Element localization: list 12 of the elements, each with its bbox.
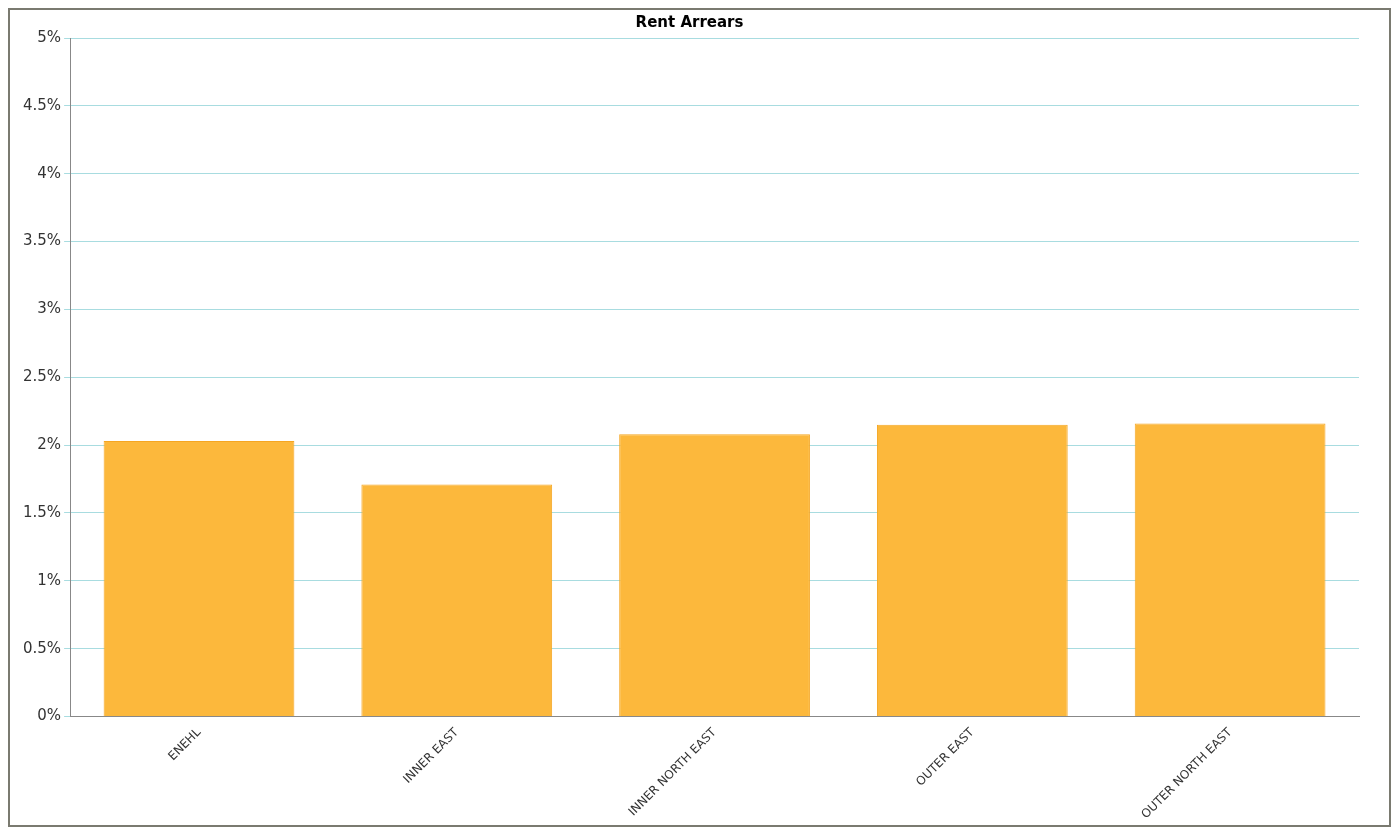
y-tick-label: 4.5%	[23, 95, 62, 114]
y-tick-label: 3.5%	[23, 231, 62, 250]
y-tick-label: 2.5%	[23, 367, 62, 386]
y-tick-label: 5%	[37, 27, 62, 46]
y-tick-label: 1.5%	[23, 502, 62, 521]
y-tick-label: 3%	[37, 299, 62, 318]
y-tick-label: 0%	[37, 706, 62, 725]
y-tick-label: 2%	[37, 434, 62, 453]
chart-title: Rent Arrears	[635, 12, 744, 31]
y-tick-label: 1%	[37, 570, 62, 589]
y-tick-label: 4%	[37, 163, 62, 182]
y-tick-label: 0.5%	[23, 638, 62, 657]
